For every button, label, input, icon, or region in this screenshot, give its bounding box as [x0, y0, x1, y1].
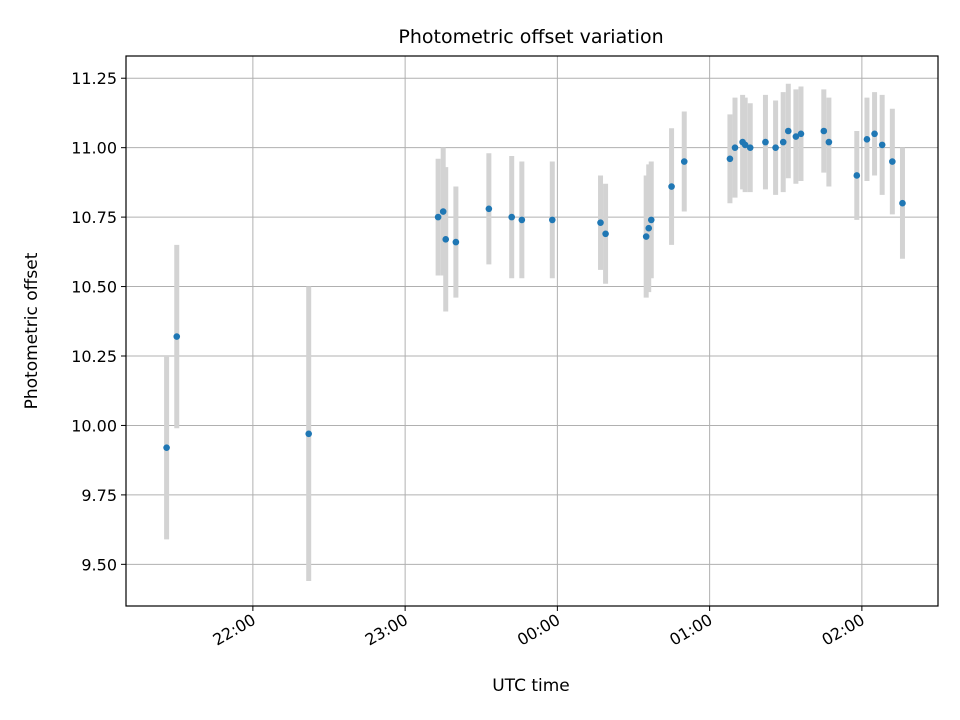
chart-title: Photometric offset variation	[398, 26, 663, 48]
data-point	[647, 216, 655, 224]
data-point	[518, 216, 526, 224]
x-axis-ticks: 22:00 23:00 00:00 01:00 02:00	[209, 606, 868, 650]
data-point	[784, 127, 792, 135]
x-axis-title: UTC time	[492, 676, 570, 696]
y-tick-label: 10.00	[71, 416, 117, 435]
data-point	[485, 205, 493, 213]
data-point	[642, 233, 650, 240]
data-point	[680, 158, 688, 165]
plot-frame	[125, 55, 939, 607]
data-point	[878, 141, 886, 149]
data-point	[772, 144, 779, 151]
x-tick-label: 01:00	[666, 610, 715, 650]
data-point	[731, 144, 739, 151]
x-tick-label: 02:00	[818, 610, 867, 650]
data-point	[741, 141, 749, 149]
data-point	[434, 213, 442, 221]
data-point	[508, 213, 515, 221]
data-point	[668, 183, 675, 190]
data-point	[452, 238, 460, 246]
grid-lines	[126, 56, 938, 606]
y-tick-label: 10.50	[71, 278, 117, 297]
data-point	[305, 430, 313, 438]
data-point	[853, 172, 861, 179]
data-point	[442, 236, 450, 243]
y-tick-label: 9.50	[81, 555, 117, 574]
data-point	[746, 144, 754, 151]
y-axis-title: Photometric offset	[22, 252, 42, 409]
data-point	[439, 208, 447, 215]
data-point	[645, 224, 653, 232]
y-tick-label: 11.00	[71, 139, 117, 158]
x-tick-label: 23:00	[362, 610, 411, 650]
data-point	[863, 136, 871, 143]
data-point	[889, 158, 896, 165]
data-point	[820, 127, 828, 135]
data-point	[825, 138, 833, 146]
error-bars	[164, 83, 905, 581]
data-point	[602, 230, 609, 238]
x-tick-label: 22:00	[209, 610, 258, 650]
data-point	[163, 444, 170, 451]
data-markers	[163, 127, 906, 451]
data-point	[899, 199, 906, 207]
data-point	[726, 155, 734, 163]
data-point	[779, 138, 787, 146]
data-point	[792, 133, 800, 140]
data-point	[173, 333, 181, 340]
data-point	[871, 130, 878, 138]
x-tick-label: 00:00	[514, 610, 563, 650]
y-tick-label: 9.75	[81, 486, 117, 505]
data-point	[597, 219, 604, 226]
y-tick-label: 10.75	[71, 208, 117, 227]
data-point	[762, 138, 769, 146]
data-point	[797, 130, 805, 138]
y-axis-ticks: 9.50 9.75 10.00 10.25 10.50 10.75 11.00 11.25	[71, 69, 126, 574]
data-point	[549, 216, 556, 224]
y-tick-label: 10.25	[71, 347, 117, 366]
y-tick-label: 11.25	[71, 69, 117, 88]
